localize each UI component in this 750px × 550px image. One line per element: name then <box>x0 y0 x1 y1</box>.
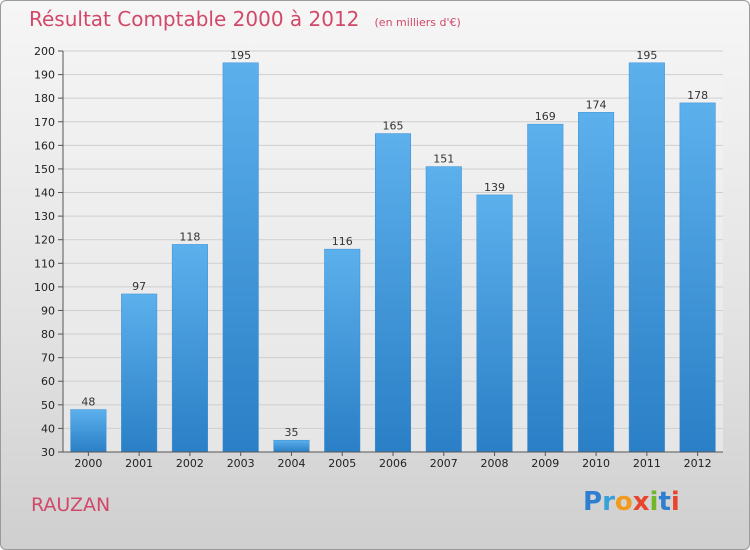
bar <box>578 112 615 453</box>
data-label: 178 <box>687 89 708 102</box>
x-tick-label: 2002 <box>176 457 204 470</box>
x-tick-label: 2012 <box>684 457 712 470</box>
logo-letter: i <box>670 487 680 517</box>
x-tick-label: 2008 <box>481 457 509 470</box>
chart-title-group: Résultat Comptable 2000 à 2012 (en milli… <box>29 7 461 31</box>
logo-letter: t <box>658 487 671 517</box>
data-label: 116 <box>332 235 353 248</box>
y-tick-label: 90 <box>41 304 55 317</box>
y-tick-label: 30 <box>41 446 55 459</box>
x-tick-label: 2003 <box>227 457 255 470</box>
y-tick-label: 180 <box>34 92 55 105</box>
bar <box>527 123 564 453</box>
x-tick-label: 2001 <box>125 457 153 470</box>
y-tick-label: 100 <box>34 281 55 294</box>
proxiti-logo: Proxiti <box>583 487 680 517</box>
x-tick-label: 2010 <box>582 457 610 470</box>
bar <box>324 248 361 453</box>
data-label: 48 <box>81 396 95 409</box>
y-tick-label: 60 <box>41 375 55 388</box>
y-tick-label: 40 <box>41 422 55 435</box>
x-tick-label: 2011 <box>633 457 661 470</box>
bar <box>679 102 716 453</box>
logo-letter: o <box>614 487 633 517</box>
y-tick-label: 140 <box>34 187 55 200</box>
logo-letter: P <box>583 487 603 517</box>
bar <box>425 166 462 453</box>
y-tick-label: 70 <box>41 352 55 365</box>
bar <box>628 62 665 453</box>
x-tick-label: 2007 <box>430 457 458 470</box>
bar <box>121 293 158 453</box>
bar <box>374 133 412 453</box>
data-label: 97 <box>132 280 146 293</box>
y-tick-label: 50 <box>41 399 55 412</box>
data-label: 195 <box>636 49 657 62</box>
data-label: 165 <box>383 120 404 133</box>
y-tick-label: 130 <box>34 210 55 223</box>
y-tick-label: 80 <box>41 328 55 341</box>
x-tick-label: 2005 <box>328 457 356 470</box>
bar <box>273 439 310 453</box>
y-tick-label: 160 <box>34 139 55 152</box>
bar <box>476 194 513 453</box>
data-label: 35 <box>284 426 298 439</box>
y-tick-label: 190 <box>34 69 55 82</box>
y-tick-label: 150 <box>34 163 55 176</box>
data-label: 139 <box>484 181 505 194</box>
y-tick-label: 110 <box>34 257 55 270</box>
bar <box>70 409 107 453</box>
x-tick-label: 2000 <box>74 457 102 470</box>
y-tick-label: 120 <box>34 234 55 247</box>
data-label: 169 <box>535 110 556 123</box>
bar <box>171 244 208 453</box>
data-label: 195 <box>230 49 251 62</box>
data-label: 174 <box>586 98 607 111</box>
logo-letter: i <box>649 487 659 517</box>
x-tick-label: 2004 <box>277 457 305 470</box>
chart-title: Résultat Comptable 2000 à 2012 <box>29 7 360 31</box>
y-tick-label: 170 <box>34 116 55 129</box>
data-label: 118 <box>179 230 200 243</box>
logo-letter: x <box>632 487 650 517</box>
data-label: 151 <box>433 153 454 166</box>
unit-note: (en milliers d'€) <box>374 16 461 29</box>
location-name: RAUZAN <box>31 494 111 516</box>
x-tick-label: 2006 <box>379 457 407 470</box>
y-tick-label: 200 <box>34 45 55 58</box>
logo-letter: r <box>602 487 615 517</box>
x-tick-label: 2009 <box>531 457 559 470</box>
bar <box>222 62 259 453</box>
